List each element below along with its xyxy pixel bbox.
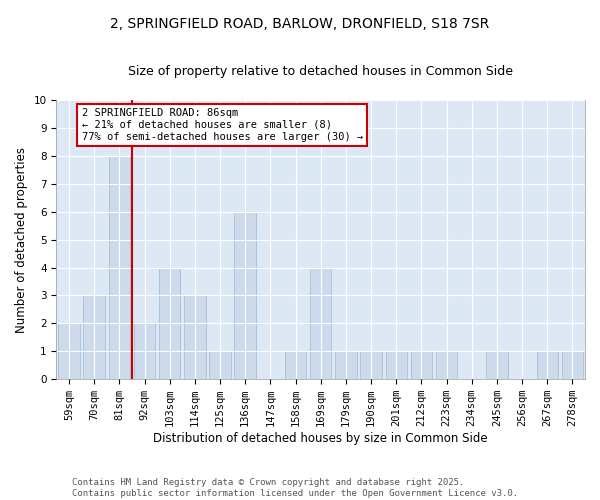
Bar [159, 268, 181, 379]
Bar [134, 324, 155, 379]
Bar [209, 352, 231, 379]
Bar [486, 352, 508, 379]
Bar [285, 352, 306, 379]
Text: Contains HM Land Registry data © Crown copyright and database right 2025.
Contai: Contains HM Land Registry data © Crown c… [72, 478, 518, 498]
Bar [109, 156, 130, 379]
Bar [536, 352, 558, 379]
Bar [58, 324, 80, 379]
Bar [410, 352, 432, 379]
Bar [335, 352, 356, 379]
Text: 2, SPRINGFIELD ROAD, BARLOW, DRONFIELD, S18 7SR: 2, SPRINGFIELD ROAD, BARLOW, DRONFIELD, … [110, 18, 490, 32]
Bar [310, 268, 331, 379]
Bar [361, 352, 382, 379]
X-axis label: Distribution of detached houses by size in Common Side: Distribution of detached houses by size … [154, 432, 488, 445]
Bar [184, 296, 206, 379]
Title: Size of property relative to detached houses in Common Side: Size of property relative to detached ho… [128, 65, 513, 78]
Bar [83, 296, 105, 379]
Bar [235, 212, 256, 379]
Text: 2 SPRINGFIELD ROAD: 86sqm
← 21% of detached houses are smaller (8)
77% of semi-d: 2 SPRINGFIELD ROAD: 86sqm ← 21% of detac… [82, 108, 363, 142]
Bar [386, 352, 407, 379]
Bar [562, 352, 583, 379]
Bar [436, 352, 457, 379]
Y-axis label: Number of detached properties: Number of detached properties [15, 146, 28, 332]
